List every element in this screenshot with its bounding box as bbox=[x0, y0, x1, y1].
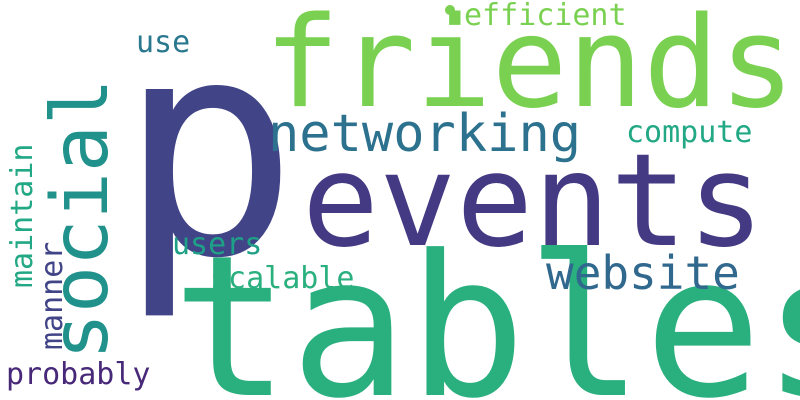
word-website: website bbox=[546, 246, 740, 300]
word-use: use bbox=[136, 25, 191, 60]
word-maintain: maintain bbox=[5, 143, 40, 289]
word-friends: friends bbox=[264, 0, 796, 136]
dot-mark bbox=[445, 5, 455, 15]
word-tables: tables bbox=[172, 214, 800, 400]
word-users: users bbox=[172, 227, 263, 262]
word-efficient: efficient bbox=[464, 0, 627, 33]
word-events: events bbox=[302, 127, 765, 276]
word-compute: compute bbox=[626, 115, 753, 150]
word-manner: manner bbox=[35, 241, 70, 350]
word-probably: probably bbox=[6, 357, 151, 392]
word-networking: networking bbox=[268, 104, 582, 164]
word-p: p bbox=[118, 0, 299, 324]
word-scalable: scalable bbox=[210, 261, 355, 296]
